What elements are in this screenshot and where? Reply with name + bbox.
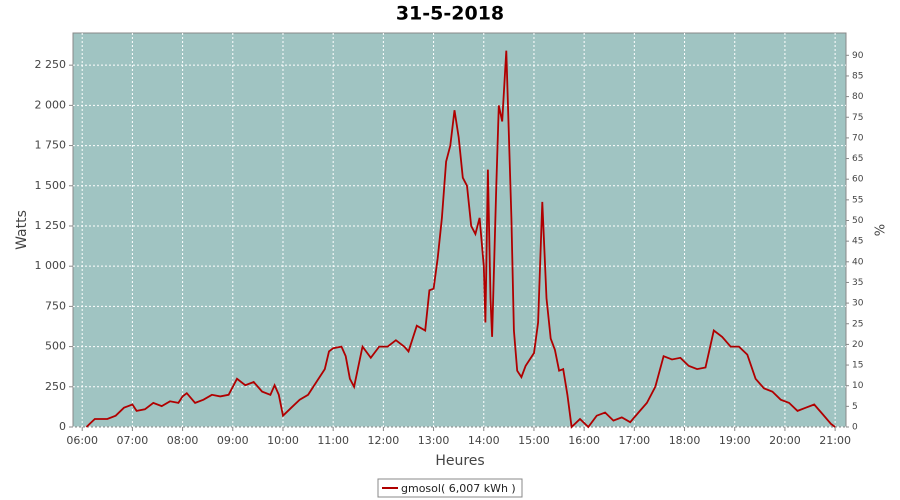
x-tick-label: 19:00 <box>719 434 751 447</box>
y-tick-label: 750 <box>45 299 66 312</box>
y2-tick-label: 45 <box>852 237 863 247</box>
y-tick-label: 1 750 <box>35 139 67 152</box>
y2-tick-label: 85 <box>852 71 863 81</box>
y2-tick-label: 55 <box>852 195 863 205</box>
y2-tick-label: 0 <box>852 423 858 433</box>
line-series <box>85 50 836 429</box>
x-tick-label: 14:00 <box>468 434 500 447</box>
y2-tick-label: 80 <box>852 92 864 102</box>
x-tick-label: 13:00 <box>418 434 450 447</box>
y2-tick-label: 65 <box>852 154 863 164</box>
y2-tick-label: 50 <box>852 216 864 226</box>
y2-tick-label: 15 <box>852 361 863 371</box>
y2-axis-label: % <box>874 224 889 236</box>
y-tick-label: 1 250 <box>35 219 67 232</box>
y-tick-label: 1 000 <box>35 259 67 272</box>
x-tick-label: 16:00 <box>568 434 600 447</box>
x-tick-label: 17:00 <box>618 434 650 447</box>
x-tick-label: 08:00 <box>167 434 199 447</box>
y2-tick-label: 25 <box>852 319 863 329</box>
y2-tick-label: 40 <box>852 257 864 267</box>
x-tick-label: 10:00 <box>267 434 299 447</box>
y-tick-label: 2 250 <box>35 58 67 71</box>
y2-tick-label: 35 <box>852 278 863 288</box>
chart-title: 31-5-2018 <box>396 3 504 25</box>
x-axis-label: Heures <box>435 453 484 469</box>
y-tick-label: 0 <box>59 420 66 433</box>
x-tick-label: 21:00 <box>819 434 851 447</box>
y2-tick-label: 70 <box>852 133 864 143</box>
plot-area <box>72 32 847 428</box>
x-tick-label: 07:00 <box>117 434 149 447</box>
y2-tick-label: 75 <box>852 113 863 123</box>
y2-tick-label: 60 <box>852 175 864 185</box>
legend-label: gmosol( 6,007 kWh ) <box>401 482 516 495</box>
x-tick-label: 18:00 <box>669 434 701 447</box>
x-tick-label: 06:00 <box>66 434 98 447</box>
y-tick-label: 500 <box>45 340 66 353</box>
y-axis-label: Watts <box>14 210 30 250</box>
y2-tick-label: 30 <box>852 299 864 309</box>
y2-tick-label: 20 <box>852 340 864 350</box>
x-tick-label: 15:00 <box>518 434 550 447</box>
x-tick-label: 11:00 <box>317 434 349 447</box>
legend-box <box>377 478 523 498</box>
x-tick-label: 09:00 <box>217 434 249 447</box>
y-tick-label: 2 000 <box>35 98 67 111</box>
y-tick-label: 1 500 <box>35 179 67 192</box>
y2-tick-label: 5 <box>852 402 858 412</box>
y-tick-label: 250 <box>45 380 66 393</box>
x-tick-label: 20:00 <box>769 434 801 447</box>
y2-tick-label: 90 <box>852 51 864 61</box>
x-tick-label: 12:00 <box>368 434 400 447</box>
y2-tick-label: 10 <box>852 381 864 391</box>
